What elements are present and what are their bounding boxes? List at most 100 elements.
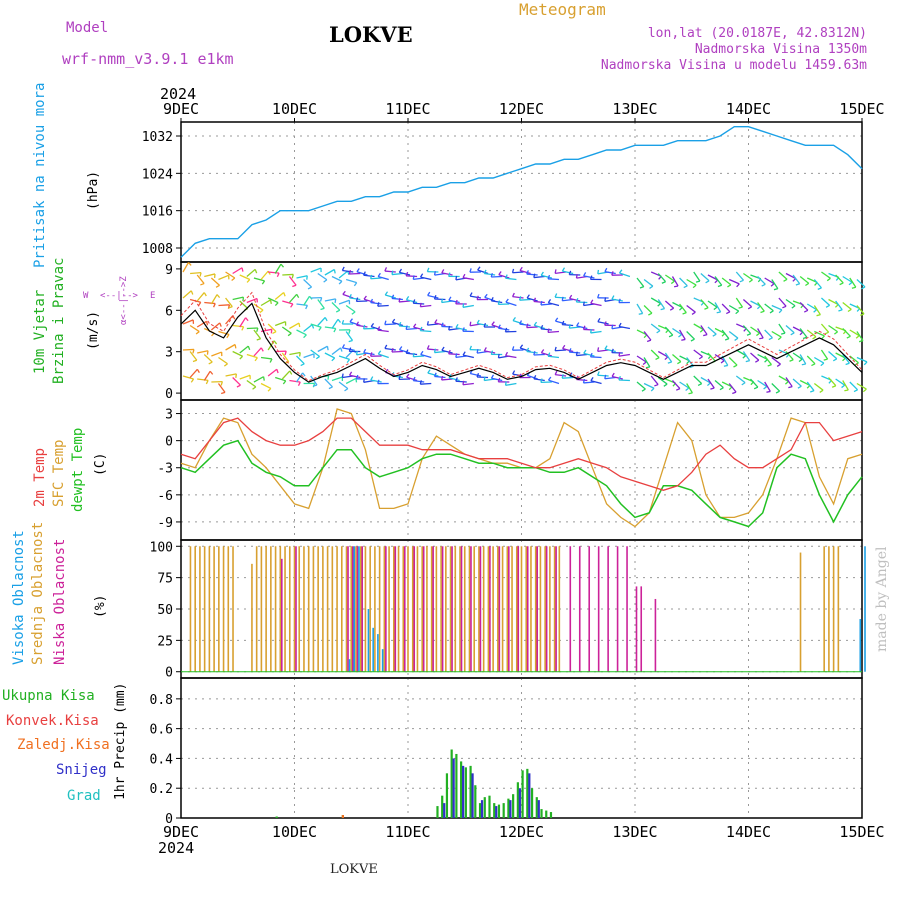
precip-bar	[521, 770, 524, 818]
wind-barb-flag	[741, 382, 746, 386]
wind-barb-flag	[678, 334, 683, 338]
wind-barb-flag	[284, 351, 287, 356]
wind-barb	[338, 381, 349, 390]
precip-bar	[545, 810, 548, 818]
wind-barb	[211, 351, 222, 357]
wind-barb-flag	[770, 283, 775, 287]
wind-barb	[533, 275, 545, 279]
wind-barb-flag	[260, 347, 264, 352]
wind-barb	[246, 379, 257, 388]
wind-barb	[253, 376, 264, 383]
wind-barb-flag	[370, 298, 374, 303]
wind-barb	[835, 378, 846, 386]
wind-barb-flag	[289, 370, 293, 375]
wind-barb	[540, 303, 552, 306]
wind-barb	[392, 321, 404, 327]
y-tick-label: 1032	[142, 130, 173, 145]
wind-barb-flag	[469, 345, 472, 350]
wind-barb	[757, 276, 766, 285]
wind-barb-flag	[618, 352, 621, 357]
wind-barb-flag	[657, 303, 662, 307]
wind-barb-flag	[547, 299, 552, 304]
wind-barb	[540, 328, 552, 331]
wind-barb	[413, 355, 425, 358]
wind-barb	[349, 374, 361, 379]
wind-barb-flag	[270, 329, 273, 334]
wind-barb	[210, 294, 218, 305]
wind-barb	[533, 300, 545, 304]
precip-bar	[462, 765, 465, 818]
y-tick-label: 0.4	[150, 752, 174, 767]
wind-barb	[856, 382, 867, 390]
wind-barb-flag	[732, 391, 737, 395]
wind-barb	[296, 329, 307, 336]
wind-barb	[246, 268, 256, 277]
wind-barb-flag	[405, 271, 409, 277]
wind-barb	[484, 350, 496, 354]
wind-barb-flag	[203, 292, 207, 297]
wind-barb-flag	[231, 277, 236, 281]
wind-barb	[331, 347, 342, 356]
wind-barb	[672, 354, 682, 363]
wind-barb-flag	[434, 319, 438, 324]
wind-barb-flag	[861, 286, 866, 290]
wind-barb-flag	[611, 324, 614, 329]
wind-barb-flag	[341, 320, 345, 325]
wind-barb	[356, 324, 368, 328]
wind-barb	[441, 378, 453, 381]
wind-barb	[239, 317, 247, 328]
date-tick-label: 15DEC	[839, 100, 884, 118]
wind-barb	[806, 381, 815, 392]
wind-barb	[370, 302, 382, 305]
wind-barb-flag	[692, 284, 697, 289]
wind-barb	[462, 277, 474, 281]
wind-barb-flag	[440, 322, 444, 327]
wind-barb-flag	[812, 336, 817, 340]
wind-barb	[618, 353, 631, 357]
wind-barb-flag	[685, 387, 690, 391]
wind-barb	[182, 319, 194, 325]
wind-barb	[764, 355, 772, 366]
y-tick-label: 3	[165, 408, 173, 423]
wind-barb	[547, 355, 560, 359]
wind-barb	[260, 356, 273, 360]
wind-barb	[413, 302, 425, 305]
wind-barb-flag	[353, 282, 358, 287]
wind-barb	[806, 355, 816, 365]
wind-barb-flag	[448, 296, 452, 301]
wind-barb	[399, 271, 411, 276]
wind-barb	[693, 323, 704, 331]
y-tick-label: 6	[165, 304, 173, 319]
wind-barb	[643, 278, 654, 287]
wind-barb	[547, 278, 560, 281]
precip-legend: Ukupna Kisa Konvek.Kisa Zaledj.Kisa Snij…	[2, 683, 128, 804]
wind-barb-flag	[420, 350, 424, 355]
precip-bar	[537, 800, 540, 818]
wind-barb-flag	[735, 310, 740, 315]
wind-barb	[650, 349, 660, 359]
wind-barb-flag	[519, 344, 524, 349]
wind-barb	[597, 374, 609, 377]
legend-snow: Snijeg	[56, 762, 107, 778]
wind-barb	[671, 380, 681, 390]
precip-bar	[341, 815, 344, 818]
wind-barb-flag	[554, 269, 557, 274]
wind-barb-flag	[526, 323, 529, 328]
wind-barb-flag	[611, 372, 615, 377]
wind-compass-e: E	[150, 291, 155, 301]
wind-barb-flag	[504, 351, 509, 356]
wind-barb	[820, 349, 829, 360]
wind-barb	[728, 383, 737, 393]
wind-barb	[391, 272, 403, 276]
wind-barb-flag	[778, 309, 783, 314]
precip-unit: 1hr Precip (mm)	[113, 683, 128, 800]
wind-barb-flag	[377, 272, 381, 277]
wind-barb	[604, 376, 616, 380]
wind-barb-flag	[661, 281, 666, 284]
wind-barb-flag	[256, 327, 259, 333]
wind-barb-flag	[769, 310, 774, 314]
wind-barb-flag	[462, 327, 465, 332]
wind-barb-flag	[547, 352, 551, 357]
wind-barb-flag	[477, 266, 481, 271]
wind-barb	[338, 299, 350, 305]
